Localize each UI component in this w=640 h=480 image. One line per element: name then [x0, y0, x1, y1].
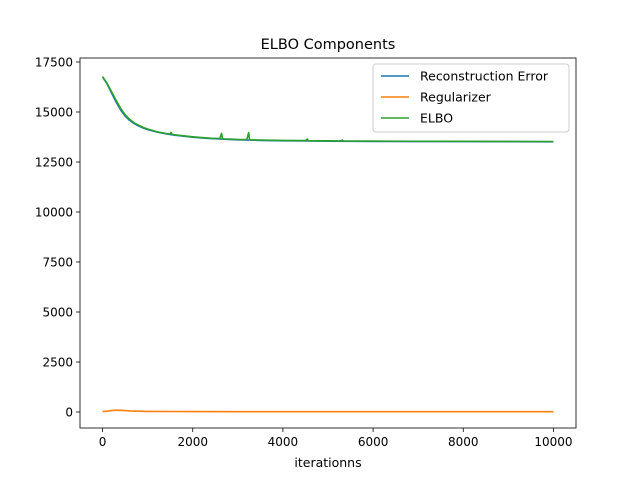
y-tick-label: 17500 [35, 56, 73, 70]
plot-frame [79, 57, 577, 429]
x-tick-label: 10000 [534, 435, 572, 449]
series-line-elbo [101, 76, 554, 143]
y-tick-label: 7500 [42, 256, 73, 270]
x-axis-ticks: 0 2000 4000 6000 8000 10000 [99, 428, 573, 449]
legend: Reconstruction Error Regularizer ELBO [372, 63, 570, 133]
y-tick-label: 12500 [35, 156, 73, 170]
series-layer [101, 76, 554, 413]
x-tick-label: 8000 [448, 435, 479, 449]
x-tick-label: 4000 [268, 435, 299, 449]
x-axis-label: iterationns [294, 455, 361, 470]
x-tick-label: 2000 [177, 435, 208, 449]
legend-frame [372, 63, 570, 133]
y-tick-label: 5000 [42, 306, 73, 320]
x-tick-label: 6000 [358, 435, 389, 449]
chart-title: ELBO Components [261, 37, 396, 53]
y-tick-label: 15000 [35, 106, 73, 120]
y-tick-label: 10000 [35, 206, 73, 220]
y-tick-label: 2500 [42, 356, 73, 370]
x-tick-label: 0 [99, 435, 107, 449]
series-line-regularizer [102, 409, 554, 413]
legend-entry-label: Reconstruction Error [420, 69, 549, 84]
y-axis-ticks: 0 2500 5000 7500 10000 12500 15000 17500 [35, 56, 80, 420]
legend-entry-label: Regularizer [420, 90, 492, 105]
y-tick-label: 0 [65, 406, 73, 420]
legend-entry-label: ELBO [420, 111, 453, 126]
